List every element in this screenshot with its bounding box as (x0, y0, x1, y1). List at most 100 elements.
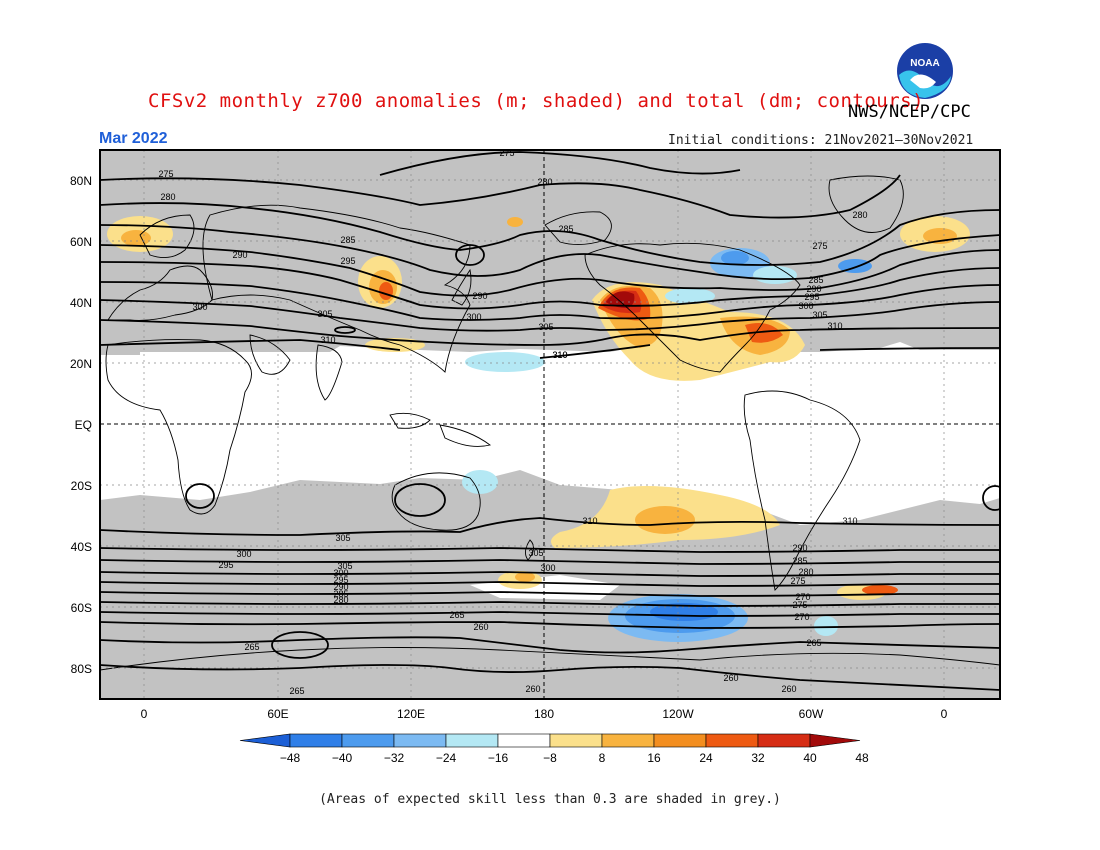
lon-label: 120E (397, 707, 425, 721)
contour-label: 285 (340, 235, 355, 245)
contour-label: 300 (798, 301, 813, 311)
contour-label: 260 (781, 684, 796, 694)
contour-label: 265 (244, 642, 259, 652)
lon-label: 120W (662, 707, 694, 721)
contour-label: 260 (525, 684, 540, 694)
contour-label: 275 (158, 169, 173, 179)
contour-label: 305 (317, 309, 332, 319)
colorbar-swatch (705, 733, 759, 748)
contour-label: 305 (337, 561, 352, 571)
contour-label: 310 (320, 335, 335, 345)
initial-conditions: Initial conditions: 21Nov2021–30Nov2021 (668, 133, 974, 148)
contour-label: 275 (792, 600, 807, 610)
lat-label: 60N (70, 235, 92, 249)
colorbar-swatch (341, 733, 395, 748)
colorbar-tick-label: −16 (488, 751, 509, 765)
lat-label: 40N (70, 296, 92, 310)
contour-label: 280 (798, 567, 813, 577)
contour-label: 305 (335, 533, 350, 543)
contour-label: 290 (806, 284, 821, 294)
contour-label: 310 (842, 516, 857, 526)
contour-label: 265 (806, 638, 821, 648)
lon-label: 0 (941, 707, 948, 721)
colorbar-swatch (497, 733, 551, 748)
contour-label-layer: 2752802752802852902953003053102903003053… (158, 148, 867, 696)
chart-title: CFSv2 monthly z700 anomalies (m; shaded)… (148, 90, 925, 112)
colorbar-tick-label: −48 (280, 751, 301, 765)
colorbar-swatch (549, 733, 603, 748)
contour-label: 290 (792, 543, 807, 553)
contour-label: 285 (808, 275, 823, 285)
lat-label: 20S (71, 479, 92, 493)
contour-label: 310 (552, 350, 567, 360)
contour-label: 265 (289, 686, 304, 696)
contour-label: 300 (466, 312, 481, 322)
skill-mask-tropics (100, 342, 1000, 525)
contour-label: 295 (340, 256, 355, 266)
plot-frame (99, 149, 1001, 700)
lat-axis: 80N 60N 40N 20N EQ 20S 40S 60S 80S (70, 174, 92, 676)
lat-label: 20N (70, 357, 92, 371)
colorbar-tick-label: 40 (803, 751, 817, 765)
lon-label: 180 (534, 707, 554, 721)
contour-label: 305 (538, 322, 553, 332)
colorbar-tick-label: −40 (332, 751, 353, 765)
contour-label: 275 (790, 576, 805, 586)
contour-label: 300 (333, 568, 348, 578)
contour-label: 300 (540, 563, 555, 573)
contour-label: 290 (333, 582, 348, 592)
noaa-logo: NOAA (897, 43, 953, 99)
lat-label: 80N (70, 174, 92, 188)
contour-label: 295 (804, 292, 819, 302)
contour-label: 265 (449, 610, 464, 620)
contour-label: 285 (558, 224, 573, 234)
colorbar-tick-label: 32 (751, 751, 765, 765)
colorbar-arrow-high (809, 733, 861, 748)
colorbar-swatch (393, 733, 447, 748)
forecast-month: Mar 2022 (99, 130, 168, 147)
contour-label: 310 (582, 516, 597, 526)
contour-label: 280 (537, 177, 552, 187)
colorbar-tick-label: −32 (384, 751, 405, 765)
colorbar-tick-label: −24 (436, 751, 457, 765)
lat-label: EQ (75, 418, 92, 432)
colorbar-tick-label: 24 (699, 751, 713, 765)
contour-label: 300 (236, 549, 251, 559)
agency-label: NWS/NCEP/CPC (848, 102, 971, 122)
lat-label: 60S (71, 601, 92, 615)
contour-label: 260 (473, 622, 488, 632)
colorbar-tick-label: 48 (855, 751, 869, 765)
contour-label: 280 (333, 595, 348, 605)
lat-label: 40S (71, 540, 92, 554)
colorbar-swatch (289, 733, 343, 748)
colorbar-swatch (445, 733, 499, 748)
graticule (100, 150, 1000, 699)
lon-label: 0 (141, 707, 148, 721)
height-contours (100, 151, 1000, 691)
contour-label: 295 (218, 560, 233, 570)
contour-label: 275 (812, 241, 827, 251)
lon-axis: 0 60E 120E 180 120W 60W 0 (141, 707, 948, 721)
colorbar-swatch (653, 733, 707, 748)
colorbar-swatch (601, 733, 655, 748)
contour-label: 310 (552, 350, 567, 360)
skill-footnote: (Areas of expected skill less than 0.3 a… (319, 792, 781, 807)
contour-label: 285 (333, 589, 348, 599)
colorbar-tick-label: −8 (543, 751, 557, 765)
anomaly-shading (107, 216, 970, 642)
lon-label: 60E (267, 707, 288, 721)
colorbar-arrow-low (239, 733, 291, 748)
contour-label: 285 (792, 556, 807, 566)
contour-label: 300 (192, 302, 207, 312)
contour-label: 280 (852, 210, 867, 220)
contour-label: 295 (333, 575, 348, 585)
contour-label: 305 (812, 310, 827, 320)
contour-label: 310 (827, 321, 842, 331)
contour-label: 275 (499, 148, 514, 158)
contour-label: 290 (472, 291, 487, 301)
colorbar: −48 −40 −32 −24 −16 −8 8 16 24 32 40 48 (239, 733, 869, 765)
contour-label: 270 (795, 592, 810, 602)
noaa-logo-text: NOAA (910, 58, 939, 69)
contour-label: 290 (232, 250, 247, 260)
